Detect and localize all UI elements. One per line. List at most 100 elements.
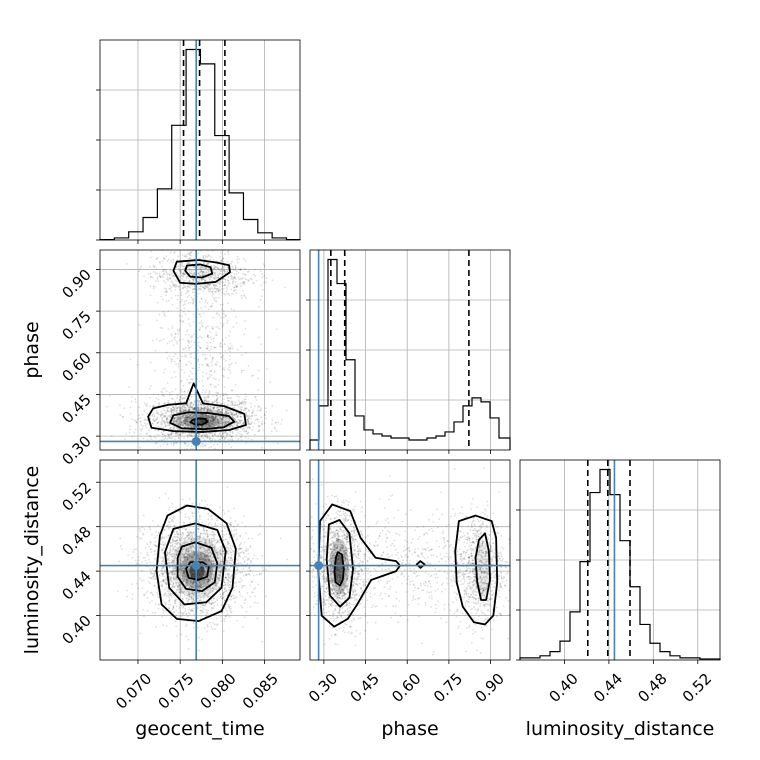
sample-point (172, 274, 175, 277)
sample-point (212, 546, 215, 549)
sample-point (156, 593, 159, 596)
sample-point (173, 530, 176, 533)
sample-point (179, 300, 182, 303)
sample-point (264, 417, 267, 420)
sample-point (162, 338, 165, 341)
sample-point (205, 406, 208, 409)
sample-point (188, 591, 191, 594)
sample-point (178, 421, 181, 424)
sample-point (199, 572, 202, 575)
sample-point (163, 402, 166, 404)
sample-point (227, 581, 229, 584)
sample-point (174, 339, 177, 341)
sample-point (226, 432, 229, 435)
sample-point (238, 581, 241, 583)
sample-point (212, 283, 215, 286)
sample-point (217, 396, 219, 399)
sample-point (211, 544, 213, 547)
sample-point (209, 570, 212, 572)
sample-point (193, 575, 196, 578)
sample-point (226, 417, 228, 420)
sample-point (176, 274, 179, 277)
sample-point (203, 409, 205, 412)
sample-point (235, 272, 238, 275)
sample-point (159, 568, 162, 571)
sample-point (218, 549, 221, 552)
sample-point (201, 521, 203, 524)
sample-point (201, 606, 204, 609)
sample-point (216, 287, 219, 290)
sample-point (163, 570, 166, 573)
sample-point (211, 518, 214, 520)
sample-point (189, 447, 192, 450)
sample-point (177, 427, 180, 430)
sample-point (173, 252, 176, 254)
sample-point (170, 289, 173, 292)
sample-point (131, 583, 134, 586)
sample-point (129, 425, 131, 428)
sample-point (185, 534, 188, 537)
sample-point (201, 414, 204, 417)
sample-point (165, 418, 168, 421)
sample-point (208, 558, 211, 561)
sample-point (173, 409, 176, 412)
sample-point (167, 555, 170, 558)
sample-point (205, 372, 208, 375)
sample-point (216, 411, 219, 413)
sample-point (182, 553, 185, 556)
sample-point (231, 404, 234, 407)
sample-point (218, 552, 221, 555)
sample-point (177, 423, 179, 426)
sample-point (161, 566, 164, 568)
sample-point (162, 624, 165, 626)
sample-point (175, 549, 178, 552)
sample-point (191, 608, 193, 610)
sample-point (199, 271, 201, 274)
sample-point (174, 432, 177, 435)
sample-point (189, 254, 192, 257)
sample-point (176, 543, 179, 546)
sample-point (151, 422, 154, 425)
sample-point (254, 274, 257, 277)
sample-point (154, 436, 157, 439)
sample-point (246, 592, 249, 594)
sample-point (158, 272, 161, 275)
sample-point (199, 335, 201, 338)
sample-point (207, 421, 210, 424)
sample-point (222, 278, 224, 280)
sample-point (123, 407, 126, 410)
sample-point (183, 283, 185, 286)
sample-point (216, 554, 219, 556)
sample-point (162, 557, 165, 560)
sample-point (168, 284, 171, 287)
sample-point (203, 559, 206, 562)
sample-point (206, 423, 209, 425)
sample-point (205, 389, 208, 392)
sample-point (250, 417, 253, 420)
sample-point (216, 267, 219, 270)
sample-point (191, 407, 194, 410)
sample-point (212, 407, 215, 409)
sample-point (188, 409, 191, 412)
sample-point (219, 551, 222, 553)
sample-point (204, 552, 207, 554)
sample-point (183, 390, 186, 393)
sample-point (199, 609, 202, 612)
sample-point (221, 339, 224, 342)
sample-point (210, 361, 212, 364)
sample-point (206, 410, 209, 412)
sample-point (210, 420, 212, 423)
sample-point (192, 604, 195, 607)
sample-point (235, 412, 238, 415)
sample-point (234, 520, 237, 523)
sample-point (139, 420, 142, 423)
sample-point (229, 358, 231, 361)
sample-point (164, 423, 167, 426)
sample-point (214, 283, 217, 286)
sample-point (175, 553, 178, 556)
sample-point (156, 272, 158, 275)
sample-point (152, 393, 155, 396)
sample-point (159, 414, 162, 417)
sample-point (151, 413, 154, 416)
sample-point (180, 569, 182, 571)
